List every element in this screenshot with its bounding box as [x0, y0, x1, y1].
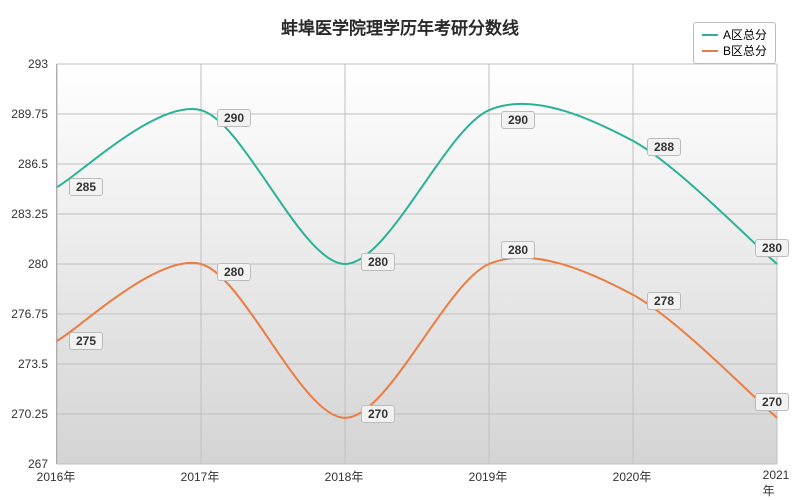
x-tick-label: 2016年 — [37, 468, 76, 485]
chart-container: 蚌埠医学院理学历年考研分数线 A区总分 B区总分 267270.25273.52… — [0, 0, 800, 500]
x-tick-label: 2018年 — [325, 468, 364, 485]
data-label: 278 — [647, 292, 681, 310]
x-tick-label: 2020年 — [613, 468, 652, 485]
data-label: 280 — [361, 253, 395, 271]
data-label: 280 — [501, 241, 535, 259]
data-label: 290 — [501, 111, 535, 129]
legend-label-b: B区总分 — [723, 43, 767, 59]
y-tick-label: 276.75 — [0, 307, 48, 321]
data-label: 270 — [361, 405, 395, 423]
legend-item-a: A区总分 — [702, 27, 767, 43]
y-tick-label: 280 — [0, 257, 48, 271]
y-tick-label: 283.25 — [0, 207, 48, 221]
data-label: 280 — [755, 239, 789, 257]
data-label: 280 — [217, 263, 251, 281]
x-tick-label: 2017年 — [181, 468, 220, 485]
legend-label-a: A区总分 — [723, 27, 767, 43]
data-label: 290 — [217, 109, 251, 127]
data-label: 275 — [69, 332, 103, 350]
data-label: 288 — [647, 138, 681, 156]
y-tick-label: 289.75 — [0, 107, 48, 121]
y-tick-label: 293 — [0, 57, 48, 71]
legend-swatch-b — [702, 50, 718, 52]
y-tick-label: 286.5 — [0, 157, 48, 171]
legend: A区总分 B区总分 — [693, 22, 776, 64]
y-tick-label: 270.25 — [0, 407, 48, 421]
x-tick-label: 2019年 — [469, 468, 508, 485]
y-tick-label: 273.5 — [0, 357, 48, 371]
plot-area — [56, 64, 776, 464]
data-label: 270 — [755, 393, 789, 411]
x-tick-label: 2021年 — [763, 468, 790, 499]
legend-swatch-a — [702, 34, 718, 36]
data-label: 285 — [69, 178, 103, 196]
plot-svg — [57, 64, 777, 464]
chart-title: 蚌埠医学院理学历年考研分数线 — [0, 14, 800, 39]
legend-item-b: B区总分 — [702, 43, 767, 59]
